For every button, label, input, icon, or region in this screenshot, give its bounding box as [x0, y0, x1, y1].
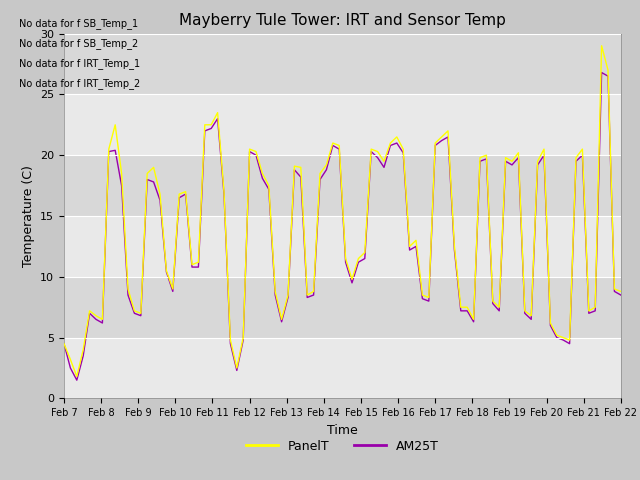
Text: No data for f SB_Temp_2: No data for f SB_Temp_2: [19, 38, 139, 49]
Text: No data for f SB_Temp_1: No data for f SB_Temp_1: [19, 18, 139, 29]
Text: No data for f IRT_Temp_2: No data for f IRT_Temp_2: [19, 79, 141, 89]
X-axis label: Time: Time: [327, 424, 358, 437]
Y-axis label: Temperature (C): Temperature (C): [22, 165, 35, 267]
Bar: [64, 337, 621, 398]
Legend: PanelT, AM25T: PanelT, AM25T: [241, 435, 444, 458]
Bar: [64, 216, 621, 277]
Title: Mayberry Tule Tower: IRT and Sensor Temp: Mayberry Tule Tower: IRT and Sensor Temp: [179, 13, 506, 28]
Bar: [64, 95, 621, 155]
Text: No data for f IRT_Temp_1: No data for f IRT_Temp_1: [19, 59, 141, 69]
